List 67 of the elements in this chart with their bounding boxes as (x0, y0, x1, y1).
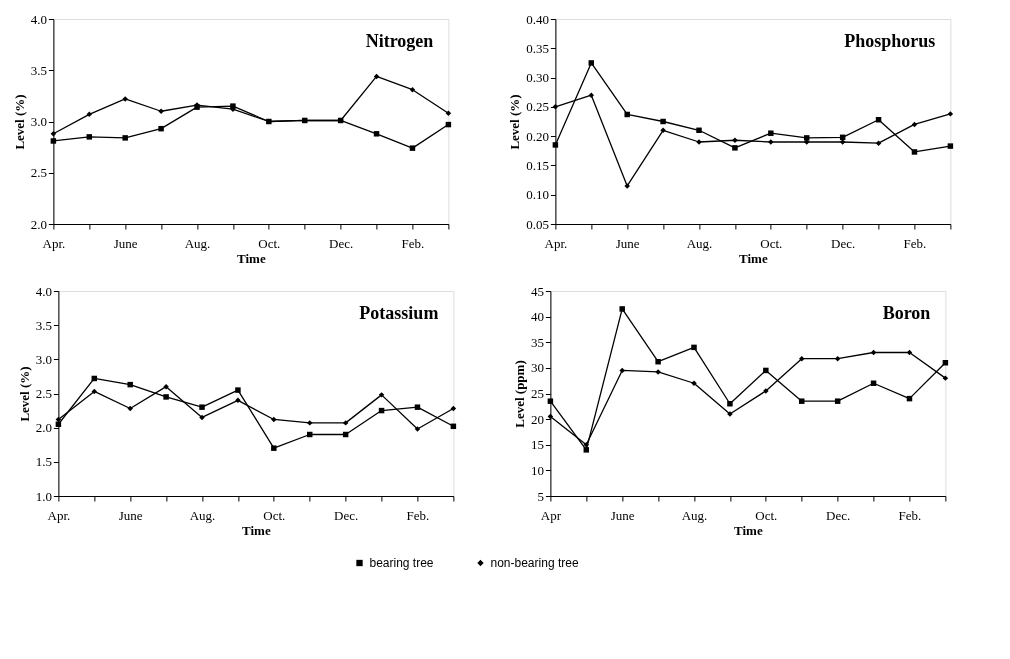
y-tick-label: 0.40 (526, 11, 549, 27)
x-tick-label: Feb. (406, 507, 430, 523)
y-tick-label: 25 (530, 386, 544, 401)
x-tick-label: Aug. (189, 507, 216, 523)
x-tick-label: Dec. (826, 507, 851, 523)
legend-label: bearing tree (369, 556, 434, 570)
x-tick-label: Apr. (42, 235, 66, 251)
y-tick-label: 3.5 (30, 62, 47, 78)
text: Phosphorus (844, 31, 936, 51)
x-tick-label: Dec. (334, 507, 359, 523)
y-tick-label: 30 (530, 360, 544, 376)
y-tick-label: 1.0 (35, 488, 52, 504)
x-tick-label: Feb. (898, 507, 922, 523)
y-tick-label: 3.0 (35, 351, 52, 367)
x-tick-label: June (610, 507, 635, 523)
x-tick-label: Apr. (47, 507, 71, 523)
y-tick-label: 4.0 (35, 283, 52, 299)
y-axis-title: Level (ppm) (511, 360, 527, 428)
text: Potassium (359, 303, 439, 323)
y-tick-label: 15 (530, 437, 544, 453)
x-tick-label: Oct. (755, 507, 778, 523)
y-tick-label: 0.20 (526, 128, 549, 144)
x-tick-label: June (113, 235, 138, 251)
y-tick-label: 0.30 (526, 70, 549, 86)
x-axis-title: Time (237, 250, 266, 266)
x-tick-label: June (615, 235, 640, 251)
x-tick-label: Dec. (329, 235, 354, 251)
y-axis-title: Level (%) (507, 94, 523, 150)
y-tick-label: 35 (530, 334, 544, 350)
x-tick-label: Oct. (760, 235, 783, 251)
y-tick-label: 0.35 (526, 40, 549, 56)
x-tick-label: Aug. (184, 235, 211, 251)
text: Nitrogen (365, 31, 434, 51)
y-tick-label: 0.25 (526, 99, 549, 115)
y-tick-label: 40 (530, 309, 544, 325)
x-tick-label: Aug. (686, 235, 713, 251)
x-tick-label: Feb. (903, 235, 927, 251)
y-tick-label: 5 (537, 488, 544, 504)
y-tick-label: 0.05 (526, 216, 549, 232)
x-tick-label: Dec. (831, 235, 856, 251)
y-tick-label: 10 (530, 462, 544, 478)
x-tick-label: Apr. (544, 235, 568, 251)
y-tick-label: 0.10 (526, 187, 549, 203)
legend-label: non-bearing tree (490, 556, 579, 570)
y-axis-title: Level (%) (11, 94, 27, 150)
y-tick-label: 2.5 (35, 386, 52, 401)
y-axis-title: Level (%) (16, 366, 32, 422)
x-tick-label: Apr (540, 507, 562, 523)
y-tick-label: 4.0 (30, 11, 47, 27)
x-axis-title: Time (739, 250, 768, 266)
y-tick-label: 20 (530, 411, 544, 427)
y-tick-label: 2.0 (30, 216, 47, 232)
y-tick-label: 2.5 (30, 165, 47, 181)
y-tick-label: 1.5 (35, 454, 52, 470)
x-axis-title: Time (734, 522, 763, 538)
y-tick-label: 0.15 (526, 157, 549, 173)
y-tick-label: 2.0 (35, 420, 52, 436)
y-tick-label: 3.5 (35, 317, 52, 333)
y-tick-label: 3.0 (30, 114, 47, 129)
x-tick-label: Oct. (263, 507, 286, 523)
x-tick-label: Oct. (258, 235, 281, 251)
x-tick-label: Aug. (681, 507, 708, 523)
x-tick-label: June (118, 507, 143, 523)
x-axis-title: Time (242, 522, 271, 538)
x-tick-label: Feb. (401, 235, 425, 251)
text: Boron (882, 303, 931, 323)
y-tick-label: 45 (530, 283, 544, 299)
